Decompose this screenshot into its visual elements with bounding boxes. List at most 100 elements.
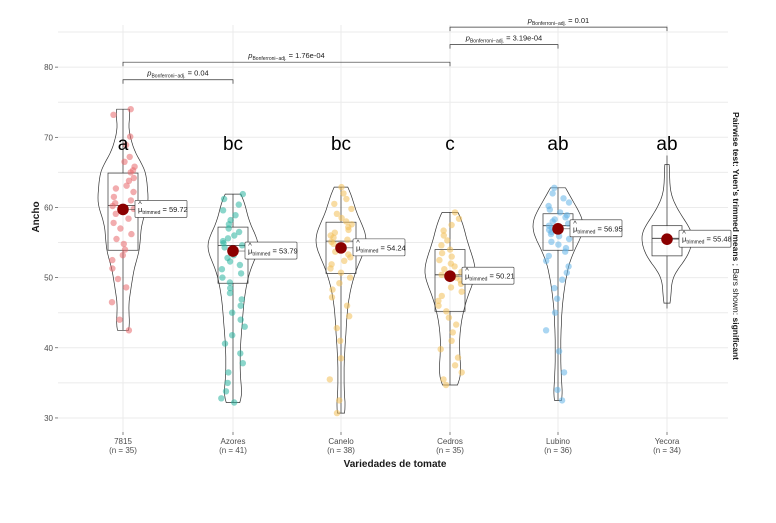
data-point	[565, 235, 573, 243]
data-point	[555, 241, 562, 248]
data-point	[226, 279, 234, 286]
data-point	[224, 379, 231, 387]
data-point	[543, 257, 550, 264]
data-point	[241, 323, 248, 330]
mean-symbol: μ	[573, 224, 577, 233]
mean-subscript: trimmed	[252, 252, 270, 258]
data-point	[453, 321, 460, 328]
data-point	[235, 201, 242, 208]
x-tick-label: 7815	[114, 437, 132, 446]
data-point	[114, 275, 122, 283]
side-subtitle-test: Pairwise test: Yuen's trimmed means	[731, 112, 741, 262]
data-point	[221, 340, 229, 347]
data-point	[558, 397, 566, 404]
group-letter: bc	[223, 134, 243, 155]
data-point	[554, 295, 561, 302]
data-point	[218, 395, 225, 402]
data-point	[237, 302, 244, 309]
data-point	[458, 288, 465, 295]
mean-label-box	[352, 238, 406, 257]
side-subtitle-separator: ; Bars shown:	[731, 261, 741, 317]
mean-hat: ^	[248, 241, 252, 250]
data-point	[225, 369, 232, 376]
data-point	[238, 242, 246, 249]
data-point	[229, 309, 236, 316]
data-point	[109, 256, 116, 264]
y-tick-label: 50	[44, 274, 53, 283]
data-point	[345, 226, 352, 234]
data-point	[337, 337, 344, 344]
mean-point	[661, 233, 673, 245]
data-point	[454, 354, 462, 361]
data-point	[347, 254, 354, 261]
data-point	[117, 225, 124, 232]
data-point	[123, 182, 130, 189]
mean-subscript: trimmed	[686, 240, 704, 246]
comparison-7815-cedros: pBonferroni−adj. = 1.76e-04	[122, 51, 451, 67]
violin-outline	[641, 164, 693, 304]
data-point	[130, 188, 137, 196]
data-point	[559, 276, 566, 283]
comparison-p-label: pBonferroni−adj. = 3.19e-04	[465, 34, 542, 45]
data-point	[127, 106, 134, 113]
data-point	[542, 327, 550, 334]
mean-label-box	[134, 200, 188, 218]
violin-outline	[97, 108, 149, 331]
side-subtitle-filter: significant	[731, 317, 741, 360]
violin-outline	[532, 187, 584, 401]
data-point	[440, 232, 447, 239]
data-point	[108, 299, 116, 306]
data-point	[447, 284, 455, 291]
group-lubino: μtrimmed = 56.95^ab	[532, 134, 623, 404]
mean-hat: ^	[682, 229, 686, 238]
group-letter: ab	[656, 134, 677, 155]
data-point	[346, 313, 353, 320]
mean-label-box	[678, 229, 732, 248]
data-point	[336, 280, 343, 287]
mean-subscript: trimmed	[360, 248, 378, 254]
comparison-bracket	[449, 26, 668, 32]
group-letter: c	[445, 134, 455, 155]
violin-outline	[315, 186, 367, 414]
mean-value: = 59.72	[160, 205, 187, 214]
mean-label: μtrimmed = 55.48	[682, 235, 732, 246]
data-point	[560, 195, 567, 202]
p-symbol: p	[527, 16, 532, 25]
mean-value: = 53.79	[270, 247, 297, 256]
data-point	[218, 266, 226, 273]
data-point	[225, 225, 232, 232]
data-point	[226, 258, 234, 265]
data-point	[556, 209, 564, 216]
data-point	[562, 214, 569, 221]
y-tick-label: 40	[44, 344, 53, 353]
data-point	[435, 297, 442, 304]
data-point	[341, 257, 348, 264]
comparison-cedros-lubino: pBonferroni−adj. = 3.19e-04	[449, 34, 559, 49]
x-tick-label: Lubino	[546, 437, 571, 446]
data-point	[238, 296, 245, 303]
data-point	[545, 252, 552, 260]
data-point	[458, 369, 465, 376]
data-point	[438, 292, 445, 300]
p-symbol: p	[465, 34, 470, 43]
p-value: = 0.04	[186, 69, 209, 78]
data-point	[343, 195, 350, 203]
data-point	[237, 316, 244, 323]
plot-panel	[58, 25, 728, 432]
data-point	[122, 141, 130, 149]
mean-label: μtrimmed = 53.79	[248, 247, 298, 258]
data-point	[236, 261, 244, 269]
data-point	[121, 246, 129, 253]
mean-label: μtrimmed = 50.21	[465, 272, 515, 283]
mean-value: = 54.24	[378, 243, 405, 252]
data-point	[112, 185, 120, 192]
data-point	[329, 286, 336, 293]
data-point	[110, 219, 117, 227]
mean-hat: ^	[465, 266, 469, 275]
data-point	[551, 184, 558, 191]
data-point	[331, 200, 338, 208]
data-point	[337, 269, 345, 276]
x-tick-count: (n = 38)	[327, 446, 355, 455]
mean-point	[552, 223, 564, 235]
